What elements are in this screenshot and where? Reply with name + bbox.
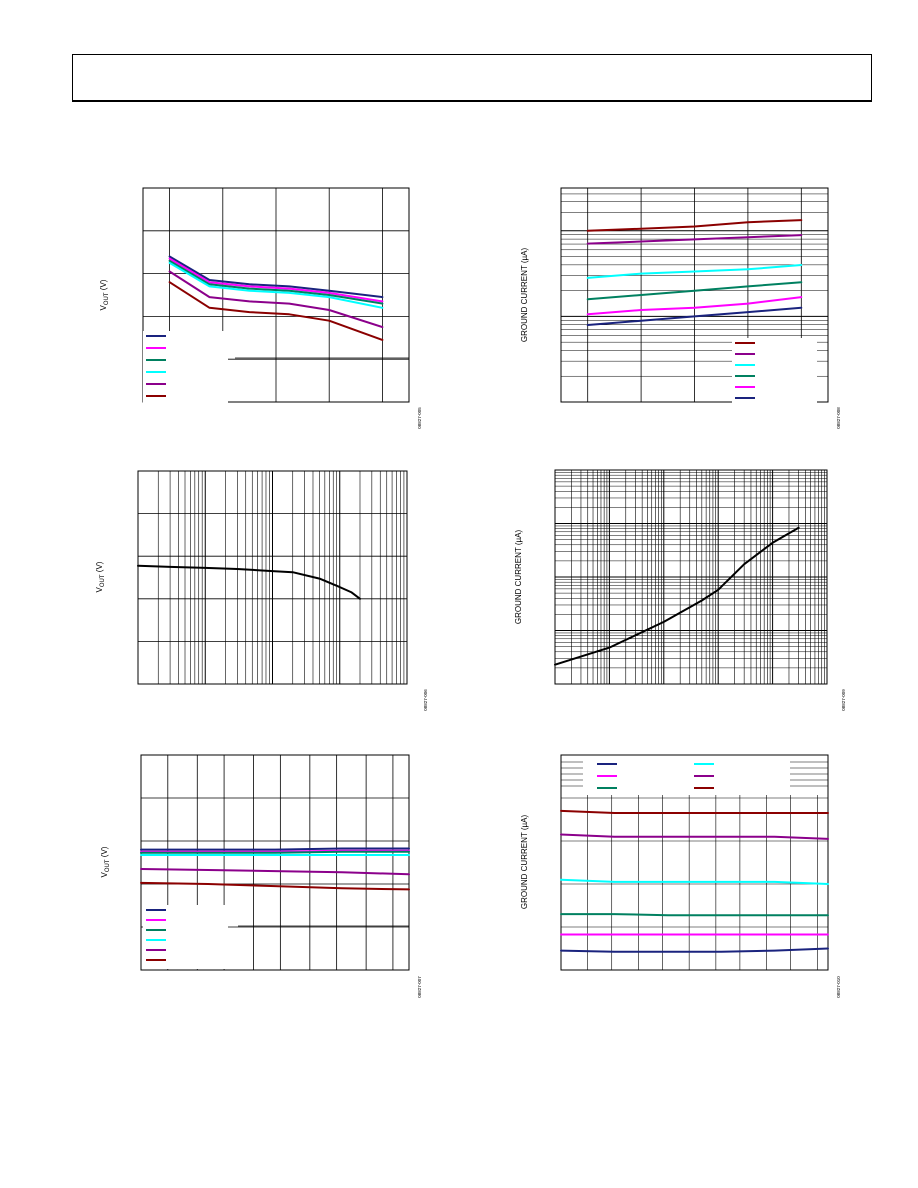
chart-2: GROUND CURRENT (µA) 08827-008 (520, 187, 841, 429)
plot-frame (142, 187, 410, 403)
figure-id: 08827-010 (836, 976, 841, 998)
figure-id: 08827-005 (417, 407, 422, 429)
series-line-green (140, 850, 410, 854)
chart-5: VOUT (V) 08827-007 (100, 754, 422, 998)
plot-frame (554, 469, 828, 685)
y-axis-label: VOUT (V) (99, 279, 110, 310)
chart-3: VOUT (V) 08827-006 (95, 470, 428, 711)
figure-id: 08827-007 (417, 976, 422, 998)
series-line-purple (140, 868, 410, 876)
chart-4: GROUND CURRENT (µA) 08827-009 (514, 469, 846, 711)
figure-id: 08827-008 (836, 407, 841, 429)
series-line-navy (586, 306, 803, 326)
series-line-black (554, 526, 800, 666)
series-line-darkred (168, 281, 384, 341)
series-line-purple (168, 270, 384, 329)
series-line-purple (560, 833, 829, 840)
gridlines (561, 187, 828, 403)
series-line-darkred (586, 219, 803, 232)
chart-6: GROUND CURRENT (µA) 08827-010 (520, 754, 841, 998)
y-axis-label: GROUND CURRENT (µA) (520, 248, 529, 343)
series-line-black (137, 564, 361, 600)
gridlines (137, 471, 408, 684)
series-line-darkred (140, 881, 410, 891)
y-axis-label: GROUND CURRENT (µA) (520, 815, 529, 910)
y-axis-label: GROUND CURRENT (µA) (514, 530, 523, 625)
legend (143, 905, 228, 969)
legend (732, 338, 817, 408)
series-line-navy (140, 847, 410, 851)
gridlines (561, 761, 828, 970)
chart-1: VOUT (V) 08827-005 (99, 187, 422, 429)
series-line-purple (586, 234, 803, 245)
figure-id: 08827-009 (841, 689, 846, 711)
series-line-green (586, 281, 803, 301)
legend-box (143, 331, 228, 407)
plot-frame (560, 187, 829, 403)
header-frame (72, 54, 872, 102)
series-line-green (560, 913, 829, 917)
y-axis-label: VOUT (V) (100, 846, 111, 877)
series-line-cyan (586, 264, 803, 279)
y-axis-label: VOUT (V) (95, 561, 106, 592)
legend (584, 757, 789, 791)
series-line-cyan (560, 878, 829, 885)
plot-frame (560, 754, 829, 971)
series-line-navy (560, 947, 829, 953)
series-line-navy (168, 255, 384, 299)
plot-frame (137, 470, 408, 685)
legend-box (143, 905, 228, 969)
plot-frame (140, 754, 410, 971)
legend-box (732, 338, 817, 408)
series-line-green (168, 259, 384, 305)
legend (143, 331, 228, 407)
figure-id: 08827-006 (423, 689, 428, 711)
series-line-magenta (586, 296, 803, 316)
legend-box (584, 757, 789, 791)
series-line-cyan (168, 261, 384, 309)
series-line-magenta (168, 257, 384, 303)
series-line-darkred (560, 809, 829, 814)
